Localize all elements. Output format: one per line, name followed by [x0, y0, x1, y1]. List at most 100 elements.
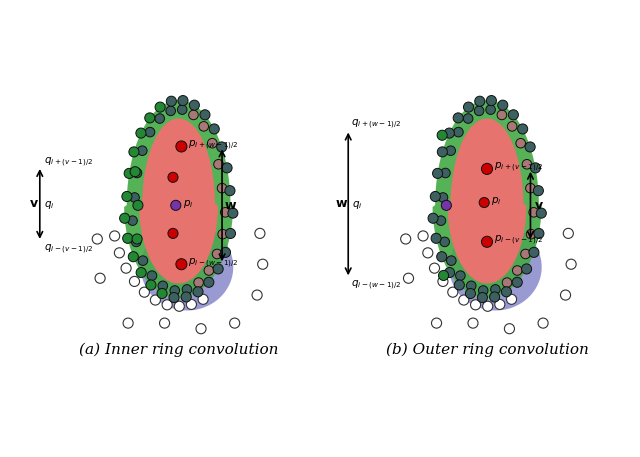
Circle shape — [212, 249, 222, 259]
Circle shape — [436, 216, 445, 225]
Circle shape — [508, 122, 517, 131]
Circle shape — [138, 146, 147, 155]
Circle shape — [109, 231, 120, 241]
Circle shape — [123, 318, 133, 328]
Polygon shape — [449, 223, 541, 310]
Circle shape — [171, 200, 181, 210]
Circle shape — [467, 281, 476, 291]
Circle shape — [486, 105, 495, 114]
Circle shape — [145, 113, 155, 123]
Circle shape — [194, 278, 204, 287]
Circle shape — [440, 237, 449, 247]
Circle shape — [189, 100, 200, 110]
Circle shape — [158, 281, 168, 291]
Circle shape — [162, 300, 172, 310]
Text: w: w — [225, 199, 236, 212]
Circle shape — [438, 193, 448, 202]
Circle shape — [155, 114, 164, 123]
Circle shape — [477, 292, 488, 303]
Text: $p_{i-(w-1)/2}$: $p_{i-(w-1)/2}$ — [188, 256, 239, 270]
Circle shape — [220, 207, 230, 217]
Circle shape — [132, 234, 142, 244]
Circle shape — [483, 301, 493, 311]
Circle shape — [525, 142, 535, 152]
Circle shape — [479, 197, 489, 207]
Circle shape — [170, 286, 180, 295]
Circle shape — [92, 234, 102, 244]
Circle shape — [207, 138, 217, 148]
Circle shape — [423, 248, 433, 258]
Circle shape — [155, 102, 165, 112]
Circle shape — [138, 256, 148, 266]
Circle shape — [204, 277, 214, 287]
Circle shape — [147, 271, 157, 281]
Circle shape — [200, 110, 210, 120]
Circle shape — [563, 228, 573, 239]
Circle shape — [133, 200, 143, 210]
Circle shape — [490, 292, 500, 302]
Circle shape — [445, 267, 454, 277]
Circle shape — [538, 318, 548, 328]
Circle shape — [159, 318, 170, 328]
Circle shape — [128, 252, 138, 262]
Circle shape — [129, 276, 140, 287]
Circle shape — [124, 168, 134, 178]
Circle shape — [132, 168, 142, 178]
Circle shape — [166, 96, 177, 106]
Circle shape — [189, 110, 198, 120]
Circle shape — [481, 236, 493, 247]
Circle shape — [525, 183, 535, 193]
Circle shape — [456, 271, 465, 281]
Circle shape — [498, 100, 508, 110]
Circle shape — [534, 228, 544, 239]
Circle shape — [196, 324, 206, 334]
Circle shape — [431, 318, 442, 328]
Circle shape — [438, 271, 449, 281]
Text: $p_{i+(v-1)/2}$: $p_{i+(v-1)/2}$ — [494, 161, 543, 174]
Circle shape — [157, 288, 167, 298]
Circle shape — [529, 207, 538, 217]
Circle shape — [502, 278, 512, 287]
Text: $q_{i-(w-1)/2}$: $q_{i-(w-1)/2}$ — [351, 279, 402, 292]
Circle shape — [130, 167, 140, 177]
Circle shape — [430, 191, 440, 202]
Circle shape — [418, 231, 428, 241]
Circle shape — [444, 128, 454, 138]
Circle shape — [454, 280, 465, 290]
Circle shape — [491, 285, 500, 294]
Text: (b) Outer ring convolution: (b) Outer ring convolution — [385, 342, 588, 357]
Circle shape — [437, 147, 447, 157]
Text: w: w — [335, 197, 347, 210]
Circle shape — [217, 183, 227, 193]
Circle shape — [512, 277, 522, 287]
Circle shape — [169, 292, 179, 303]
Circle shape — [258, 259, 268, 269]
Circle shape — [436, 252, 447, 262]
Circle shape — [513, 266, 522, 275]
Text: $q_{i+(v-1)/2}$: $q_{i+(v-1)/2}$ — [44, 155, 93, 169]
Text: $p_i$: $p_i$ — [492, 195, 502, 207]
Circle shape — [508, 110, 518, 120]
Text: $q_{i+(w-1)/2}$: $q_{i+(w-1)/2}$ — [351, 117, 402, 131]
Circle shape — [166, 106, 175, 116]
Circle shape — [470, 300, 481, 310]
Polygon shape — [447, 118, 526, 283]
Circle shape — [518, 124, 528, 134]
Circle shape — [225, 228, 236, 239]
Circle shape — [447, 256, 456, 266]
Circle shape — [129, 147, 139, 157]
Circle shape — [478, 286, 488, 295]
Text: $q_i$: $q_i$ — [44, 199, 54, 211]
Circle shape — [516, 138, 525, 148]
Circle shape — [481, 163, 493, 175]
Circle shape — [136, 267, 146, 277]
Circle shape — [501, 287, 511, 297]
Circle shape — [459, 295, 469, 305]
Circle shape — [475, 96, 485, 106]
Circle shape — [168, 228, 178, 239]
Circle shape — [403, 273, 413, 283]
Text: v: v — [30, 197, 38, 210]
Circle shape — [431, 233, 441, 244]
Circle shape — [255, 228, 265, 239]
Circle shape — [186, 299, 196, 309]
